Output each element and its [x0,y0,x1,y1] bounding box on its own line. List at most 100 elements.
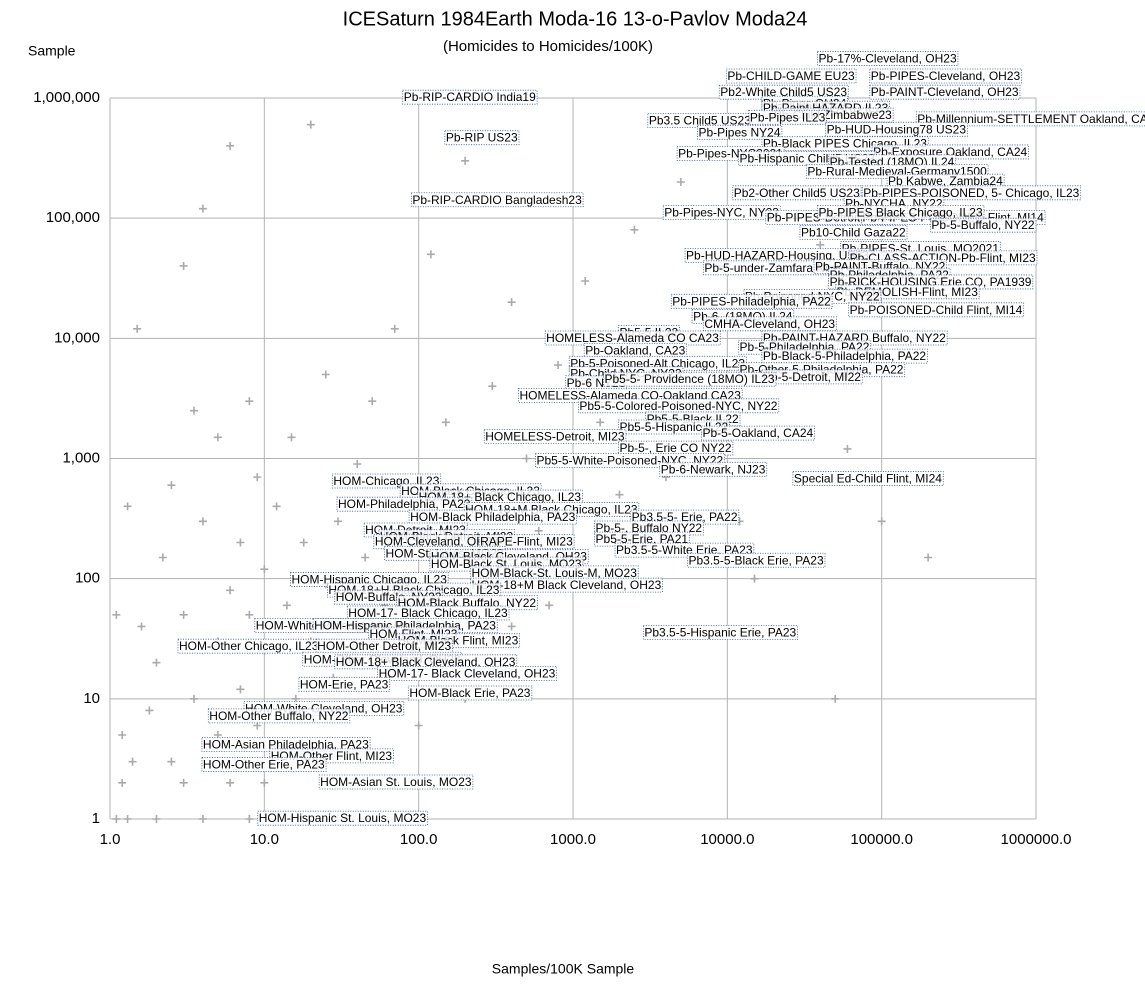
scatter-point [112,815,121,823]
annotation-box [298,676,391,692]
annotation-label: Pb-RIP US23 [446,131,518,145]
annotation: Pb-POISONED-Child Flint, MI14 [848,302,1025,318]
scatter-point [831,694,840,703]
scatter-point [272,502,281,511]
annotation-label: HOM-Black-St. Louis-M, MO23 [472,566,638,580]
annotation-label: Pb Kabwe, Zambia24 [888,174,1003,188]
annotation-label: HOM-Black Erie, PA23 [409,686,530,700]
annotation-label: Pb-Oakland, CA23 [585,343,685,357]
annotation-label: HOM-Other Chicago, IL23 [179,639,319,653]
annotation: Pb5-5-Colored-Poisoned-NYC, NY22 [577,398,780,414]
scatter-point [816,240,825,249]
annotation-box [407,685,533,701]
scatter-point [253,473,262,482]
scatter-point [581,276,590,285]
annotation-label: HOM-18+ Black Cleveland, OH23 [336,655,516,669]
annotation-box [577,398,780,414]
annotation: CMHA-Cleveland, OH23 [702,316,837,332]
scatter-point [226,778,235,787]
x-tick-label: 1000.0 [550,831,596,848]
annotation: Pb-5-Oakland, CA24 [701,425,815,441]
scatter-point [152,658,161,667]
scatter-point [189,694,198,703]
annotation-box [377,666,558,681]
annotation: Pb-Millennium-SETTLEMENT Oakland, CA23 [915,111,1145,127]
scatter-point [245,397,254,406]
annotation-label: Pb-Pipes IL23 [750,110,826,124]
annotation: Pb5-5- Providence (18MO) IL23 [603,371,777,387]
annotation-label: Pb-PIPES-Cleveland, OH23 [871,69,1021,83]
annotation-label: Pb-17%-Cleveland, OH23 [819,51,957,65]
scatter-point [128,757,137,766]
annotation: Pb-RIP-CARDIO India19 [402,89,538,105]
x-tick-label: 100000.0 [850,831,913,848]
annotation-box [642,625,798,641]
annotation: Pb-6-Newark, NJ23 [659,461,768,477]
annotation-box [257,810,428,826]
annotation-label: Pb-5-Oakland, CA24 [702,426,813,440]
annotation-box [594,531,690,547]
annotation-box [748,109,827,125]
annotation: HOM-Black Philadelphia, PA23 [408,509,578,525]
annotation-label: Pb5-5-Erie, PA21 [596,532,689,546]
scatter-point [137,622,146,631]
scatter-point [118,778,127,787]
annotation-box [825,121,968,137]
annotation-box [817,204,985,220]
annotation: Pb-5-Buffalo, NY22 [929,217,1037,233]
scatter-point [441,418,450,427]
annotation-label: HOMELESS-Detroit, MI23 [485,430,625,444]
scatter-point [843,444,852,453]
scatter-point [226,586,235,595]
scatter-point [198,204,207,213]
annotation: HOM-17- Black Chicago, IL23 [346,605,510,621]
scatter-point [179,261,188,270]
annotation: Pb-RIP-CARDIO Bangladesh23 [410,192,584,208]
annotation-label: Pb3.5-5- Erie, PA22 [632,510,738,524]
scatter-point [198,815,207,823]
scatter-point [198,517,207,526]
annotation: HOM-Other Buffalo, NY22 [207,708,351,724]
annotation-label: HOM-Other Erie, PA23 [203,757,325,771]
annotation: Pb3.5-5-Black Erie, PA23 [687,552,826,568]
scatter-point [152,815,161,823]
annotation-label: Pb2-Other Child5 US23 [734,186,860,200]
scatter-point [133,324,142,333]
annotation: Special Ed-Child Flint, MI24 [792,471,944,486]
annotation-box [915,111,1145,127]
annotation: Pb-HUD-Housing78 US23 [825,121,968,137]
annotation-box [408,509,578,525]
annotation-box [177,638,321,654]
y-axis-label: Sample [28,43,76,59]
scatter-point [118,731,127,740]
x-tick-label: 10.0 [250,831,279,848]
chart-subtitle: (Homicides to Homicides/100K) [443,38,653,55]
annotation-box [346,605,510,621]
scatter-point [596,418,605,427]
x-axis-label: Samples/100K Sample [492,961,635,977]
x-tick-label: 100.0 [400,831,438,848]
scatter-point [167,757,176,766]
annotation-label: Pb-5-Detroit, MI22 [763,370,861,384]
annotation-label: HOM-Black Philadelphia, PA23 [410,510,576,524]
scatter-point [123,815,132,823]
scatter-point [390,324,399,333]
scatter-point [414,721,423,730]
annotation-box [670,293,833,309]
annotation-label: Pb-5-Buffalo, NY22 [931,218,1034,232]
annotation: Pb-Black-5-Philadelphia, PA22 [761,348,928,364]
annotation-label: Pb-CHILD-GAME EU23 [727,69,855,83]
annotation-label: RAPE-Flint, MI23 [480,535,573,549]
annotation-label: Pb-5-, Erie CO NY22 [619,441,731,455]
annotation: Pb-5-, Erie CO NY22 [618,440,734,456]
annotation: Pb-5-Detroit, MI22 [761,369,863,385]
scatter-point [112,610,121,619]
y-tick-label: 100 [75,570,100,587]
annotation-box [659,461,768,477]
scatter-point [630,225,639,234]
annotation-box [334,654,518,670]
annotation: HOM-17- Black Cleveland, OH23 [377,666,558,681]
annotation-box [761,369,863,385]
y-tick-label: 10,000 [54,329,100,346]
